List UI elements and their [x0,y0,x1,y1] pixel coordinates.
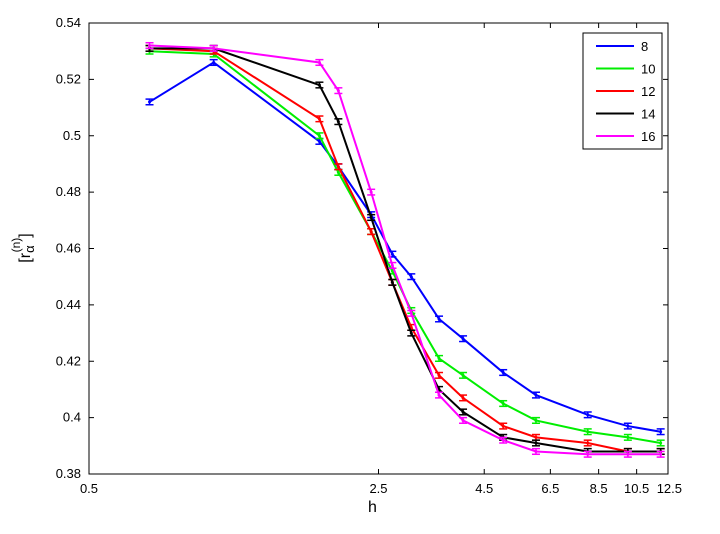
legend-label-16: 16 [641,129,655,144]
data-point [659,430,663,434]
series-line-10 [149,50,661,444]
y-tick-label: 0.52 [56,71,81,86]
data-point [461,337,465,341]
plot-area [145,41,665,458]
data-point [461,410,465,414]
legend-label-8: 8 [641,39,648,54]
x-tick-label: 10.5 [624,481,649,496]
data-point [317,134,321,138]
x-tick-label: 6.5 [541,481,559,496]
y-tick-label: 0.48 [56,184,81,199]
data-point [369,190,373,194]
series-10 [145,47,665,447]
data-point [369,215,373,219]
data-point [501,402,505,406]
legend-label-10: 10 [641,62,655,77]
data-point [212,46,216,50]
data-point [336,170,340,174]
y-axis-title: [rα(n)] [9,233,37,262]
data-point [409,311,413,315]
y-tick-label: 0.38 [56,466,81,481]
data-point [534,418,538,422]
data-point [390,263,394,267]
data-point [437,393,441,397]
data-point [336,120,340,124]
data-point [586,430,590,434]
data-point [390,269,394,273]
y-tick-label: 0.46 [56,241,81,256]
x-tick-label: 4.5 [475,481,493,496]
data-point [437,317,441,321]
data-point [534,393,538,397]
y-tick-label: 0.44 [56,297,81,312]
data-point [437,356,441,360]
series-line-8 [148,61,661,433]
data-point [409,331,413,335]
data-point [501,424,505,428]
data-point [461,373,465,377]
data-point [659,441,663,445]
axes: 0.38 0.4 0.42 0.44 0.46 0.48 0.5 0.52 0.54 0.5 2.5… [9,15,682,516]
data-point [501,371,505,375]
legend-label-14: 14 [641,107,655,122]
data-point [626,452,630,456]
data-point [148,44,152,48]
y-tick-label: 0.4 [63,410,81,425]
series-16 [145,41,665,458]
data-point [409,275,413,279]
data-point [336,165,340,169]
x-tick-label: 2.5 [369,481,387,496]
data-point [317,60,321,64]
data-point [626,424,630,428]
data-point [437,373,441,377]
series-line-14 [149,47,661,453]
data-point [148,100,152,104]
data-point [212,60,216,64]
y-tick-label: 0.54 [56,15,81,30]
data-point [317,83,321,87]
series-line-16 [149,44,661,456]
data-point [390,252,394,256]
data-point [586,452,590,456]
data-point [317,139,321,143]
data-point [534,449,538,453]
x-tick-label: 8.5 [590,481,608,496]
data-point [369,230,373,234]
y-tick-label: 0.42 [56,353,81,368]
y-tick-label: 0.5 [63,128,81,143]
legend-label-12: 12 [641,84,655,99]
data-point [586,441,590,445]
data-point [461,396,465,400]
data-point [586,413,590,417]
data-point [534,441,538,445]
x-tick-label: 0.5 [80,481,98,496]
data-point [501,438,505,442]
data-point [336,89,340,93]
data-point [390,280,394,284]
data-point [461,418,465,422]
data-point [534,435,538,439]
legend: 8 10 12 14 16 [582,32,663,150]
x-tick-label: 12.5 [657,481,682,496]
x-axis-title: h [368,499,377,516]
data-point [659,452,663,456]
data-point [317,117,321,121]
data-point [626,435,630,439]
data-point [409,325,413,329]
